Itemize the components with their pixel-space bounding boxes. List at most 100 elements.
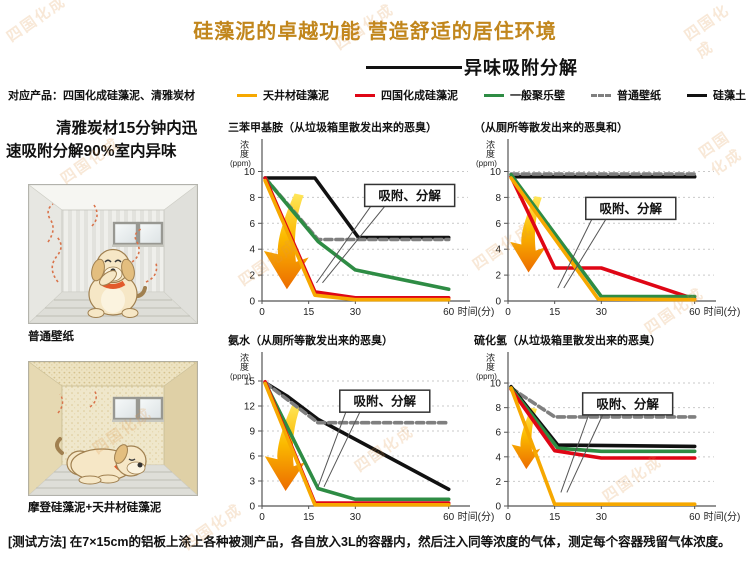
svg-text:浓: 浓: [240, 353, 249, 363]
svg-text:(ppm): (ppm): [230, 159, 251, 168]
line-swatch-green: [484, 93, 504, 97]
chart-title: 氨水（从厕所等散发出来的恶臭）: [228, 335, 393, 347]
odor-squiggles: [57, 389, 97, 414]
subtitle-dash: [366, 65, 462, 69]
svg-text:度: 度: [486, 148, 495, 159]
chart-title: 三苯甲基胺（从垃圾箱里散发出来的恶臭）: [228, 122, 437, 134]
svg-text:浓: 浓: [486, 140, 495, 150]
windows: [112, 396, 164, 422]
svg-text:(ppm): (ppm): [230, 372, 251, 381]
legend-item-jurakue: 一般聚乐壁: [484, 87, 565, 103]
svg-text:时间(分): 时间(分): [458, 510, 495, 523]
legend-item-label: 普通壁纸: [617, 90, 661, 102]
left-headline: 清雅炭材15分钟内迅 速吸附分解90%室内异味: [6, 117, 220, 164]
dog-sleeping: [55, 437, 147, 485]
svg-text:度: 度: [240, 148, 249, 159]
svg-text:浓: 浓: [240, 140, 249, 150]
svg-text:8: 8: [495, 403, 501, 414]
svg-text:0: 0: [505, 512, 511, 523]
svg-text:15: 15: [303, 512, 315, 523]
room2-caption: 摩登硅藻泥+天井材硅藻泥: [28, 502, 162, 514]
svg-text:6: 6: [495, 219, 501, 230]
svg-text:60: 60: [443, 307, 455, 318]
svg-text:15: 15: [244, 377, 256, 388]
page-subtitle: 异味吸附分解: [464, 58, 578, 78]
svg-text:0: 0: [259, 307, 265, 318]
svg-text:吸附、分解: 吸附、分解: [596, 396, 659, 411]
svg-text:30: 30: [350, 512, 362, 523]
legend-item-label: 天井材硅藻泥: [263, 90, 329, 102]
svg-text:6: 6: [249, 219, 255, 230]
page-title: 硅藻泥的卓越功能 营造舒适的居住环境: [193, 21, 557, 43]
svg-text:60: 60: [689, 512, 701, 523]
svg-text:10: 10: [490, 379, 502, 390]
windows: [112, 221, 164, 247]
svg-text:浓: 浓: [486, 353, 495, 363]
svg-text:6: 6: [249, 452, 255, 463]
dog-covering-nose: [87, 248, 147, 318]
line-swatch-orange: [237, 93, 257, 97]
line-swatch-black: [687, 93, 707, 97]
svg-text:(ppm): (ppm): [476, 159, 497, 168]
svg-text:0: 0: [495, 502, 501, 513]
svg-text:吸附、分解: 吸附、分解: [354, 394, 417, 409]
svg-text:度: 度: [240, 361, 249, 372]
svg-text:2: 2: [495, 271, 501, 282]
chart-hydrogen-sulfide: 硫化氢（从垃圾箱里散发出来的恶臭） 10 8 6 4 2 0 浓度 (ppm) 0 15 30 60 时…: [474, 332, 750, 526]
legend-item-label: 一般聚乐壁: [510, 90, 565, 102]
chart-ammonia: 氨水（从厕所等散发出来的恶臭） 15 12 9 6 3 0 浓度 (ppm) 0 15 30 60 时间…: [228, 332, 494, 526]
svg-text:9: 9: [249, 427, 255, 438]
legend-item-diatomite: 硅藻土: [687, 87, 746, 103]
svg-text:12: 12: [244, 402, 256, 413]
chart-title: 硫化氢（从垃圾箱里散发出来的恶臭）: [474, 335, 661, 347]
svg-text:时间(分): 时间(分): [704, 510, 741, 523]
svg-text:4: 4: [249, 245, 255, 256]
legend-item-shikoku: 四国化成硅藻泥: [355, 87, 458, 103]
svg-text:10: 10: [490, 167, 502, 178]
svg-text:时间(分): 时间(分): [704, 305, 741, 318]
headline-line2: 速吸附分解90%室内异味: [6, 143, 177, 161]
svg-text:15: 15: [549, 307, 561, 318]
svg-text:4: 4: [495, 452, 501, 463]
svg-text:8: 8: [495, 193, 501, 204]
svg-text:10: 10: [244, 167, 256, 178]
legend: 对应产品：四国化成硅藻泥、清雅炭材 天井材硅藻泥 四国化成硅藻泥 一般聚乐壁 普…: [8, 87, 746, 103]
svg-text:4: 4: [495, 245, 501, 256]
svg-text:30: 30: [350, 307, 362, 318]
svg-text:吸附、分解: 吸附、分解: [378, 188, 441, 203]
svg-text:15: 15: [303, 307, 315, 318]
svg-text:8: 8: [249, 193, 255, 204]
legend-prefix: 对应产品：四国化成硅藻泥、清雅炭材: [8, 90, 195, 102]
svg-text:60: 60: [443, 512, 455, 523]
svg-text:0: 0: [259, 512, 265, 523]
svg-text:0: 0: [505, 307, 511, 318]
svg-text:吸附、分解: 吸附、分解: [600, 201, 663, 216]
chart-trimethylamine: 三苯甲基胺（从垃圾箱里散发出来的恶臭） 10 8 6 4 2 0 浓度 (ppm) 0 15 30 6…: [228, 119, 494, 321]
svg-text:0: 0: [249, 502, 255, 513]
svg-text:(ppm): (ppm): [476, 372, 497, 381]
svg-text:15: 15: [549, 512, 561, 523]
svg-text:0: 0: [249, 297, 255, 308]
line-swatch-red: [355, 93, 375, 97]
svg-text:30: 30: [596, 512, 608, 523]
svg-text:2: 2: [249, 271, 255, 282]
legend-item-label: 硅藻土: [713, 90, 746, 102]
svg-text:6: 6: [495, 428, 501, 439]
legend-item-label: 四国化成硅藻泥: [381, 90, 458, 102]
odor-squiggles: [47, 203, 158, 283]
line-swatch-gray-dashed: [591, 93, 611, 97]
subtitle-row: 异味吸附分解: [366, 54, 578, 80]
svg-text:30: 30: [596, 307, 608, 318]
room1-caption: 普通壁纸: [28, 331, 74, 343]
svg-text:3: 3: [249, 477, 255, 488]
chart-toilet-odor: （从厕所等散发出来的恶臭和） 10 8 6 4 2 0 浓度 (ppm) 0 15 30 60 时间(分…: [474, 119, 750, 321]
legend-item-wallpaper: 普通壁纸: [591, 87, 661, 103]
room2-illustration: [28, 361, 198, 496]
svg-text:60: 60: [689, 307, 701, 318]
room1-illustration: [28, 184, 198, 324]
svg-text:2: 2: [495, 477, 501, 488]
